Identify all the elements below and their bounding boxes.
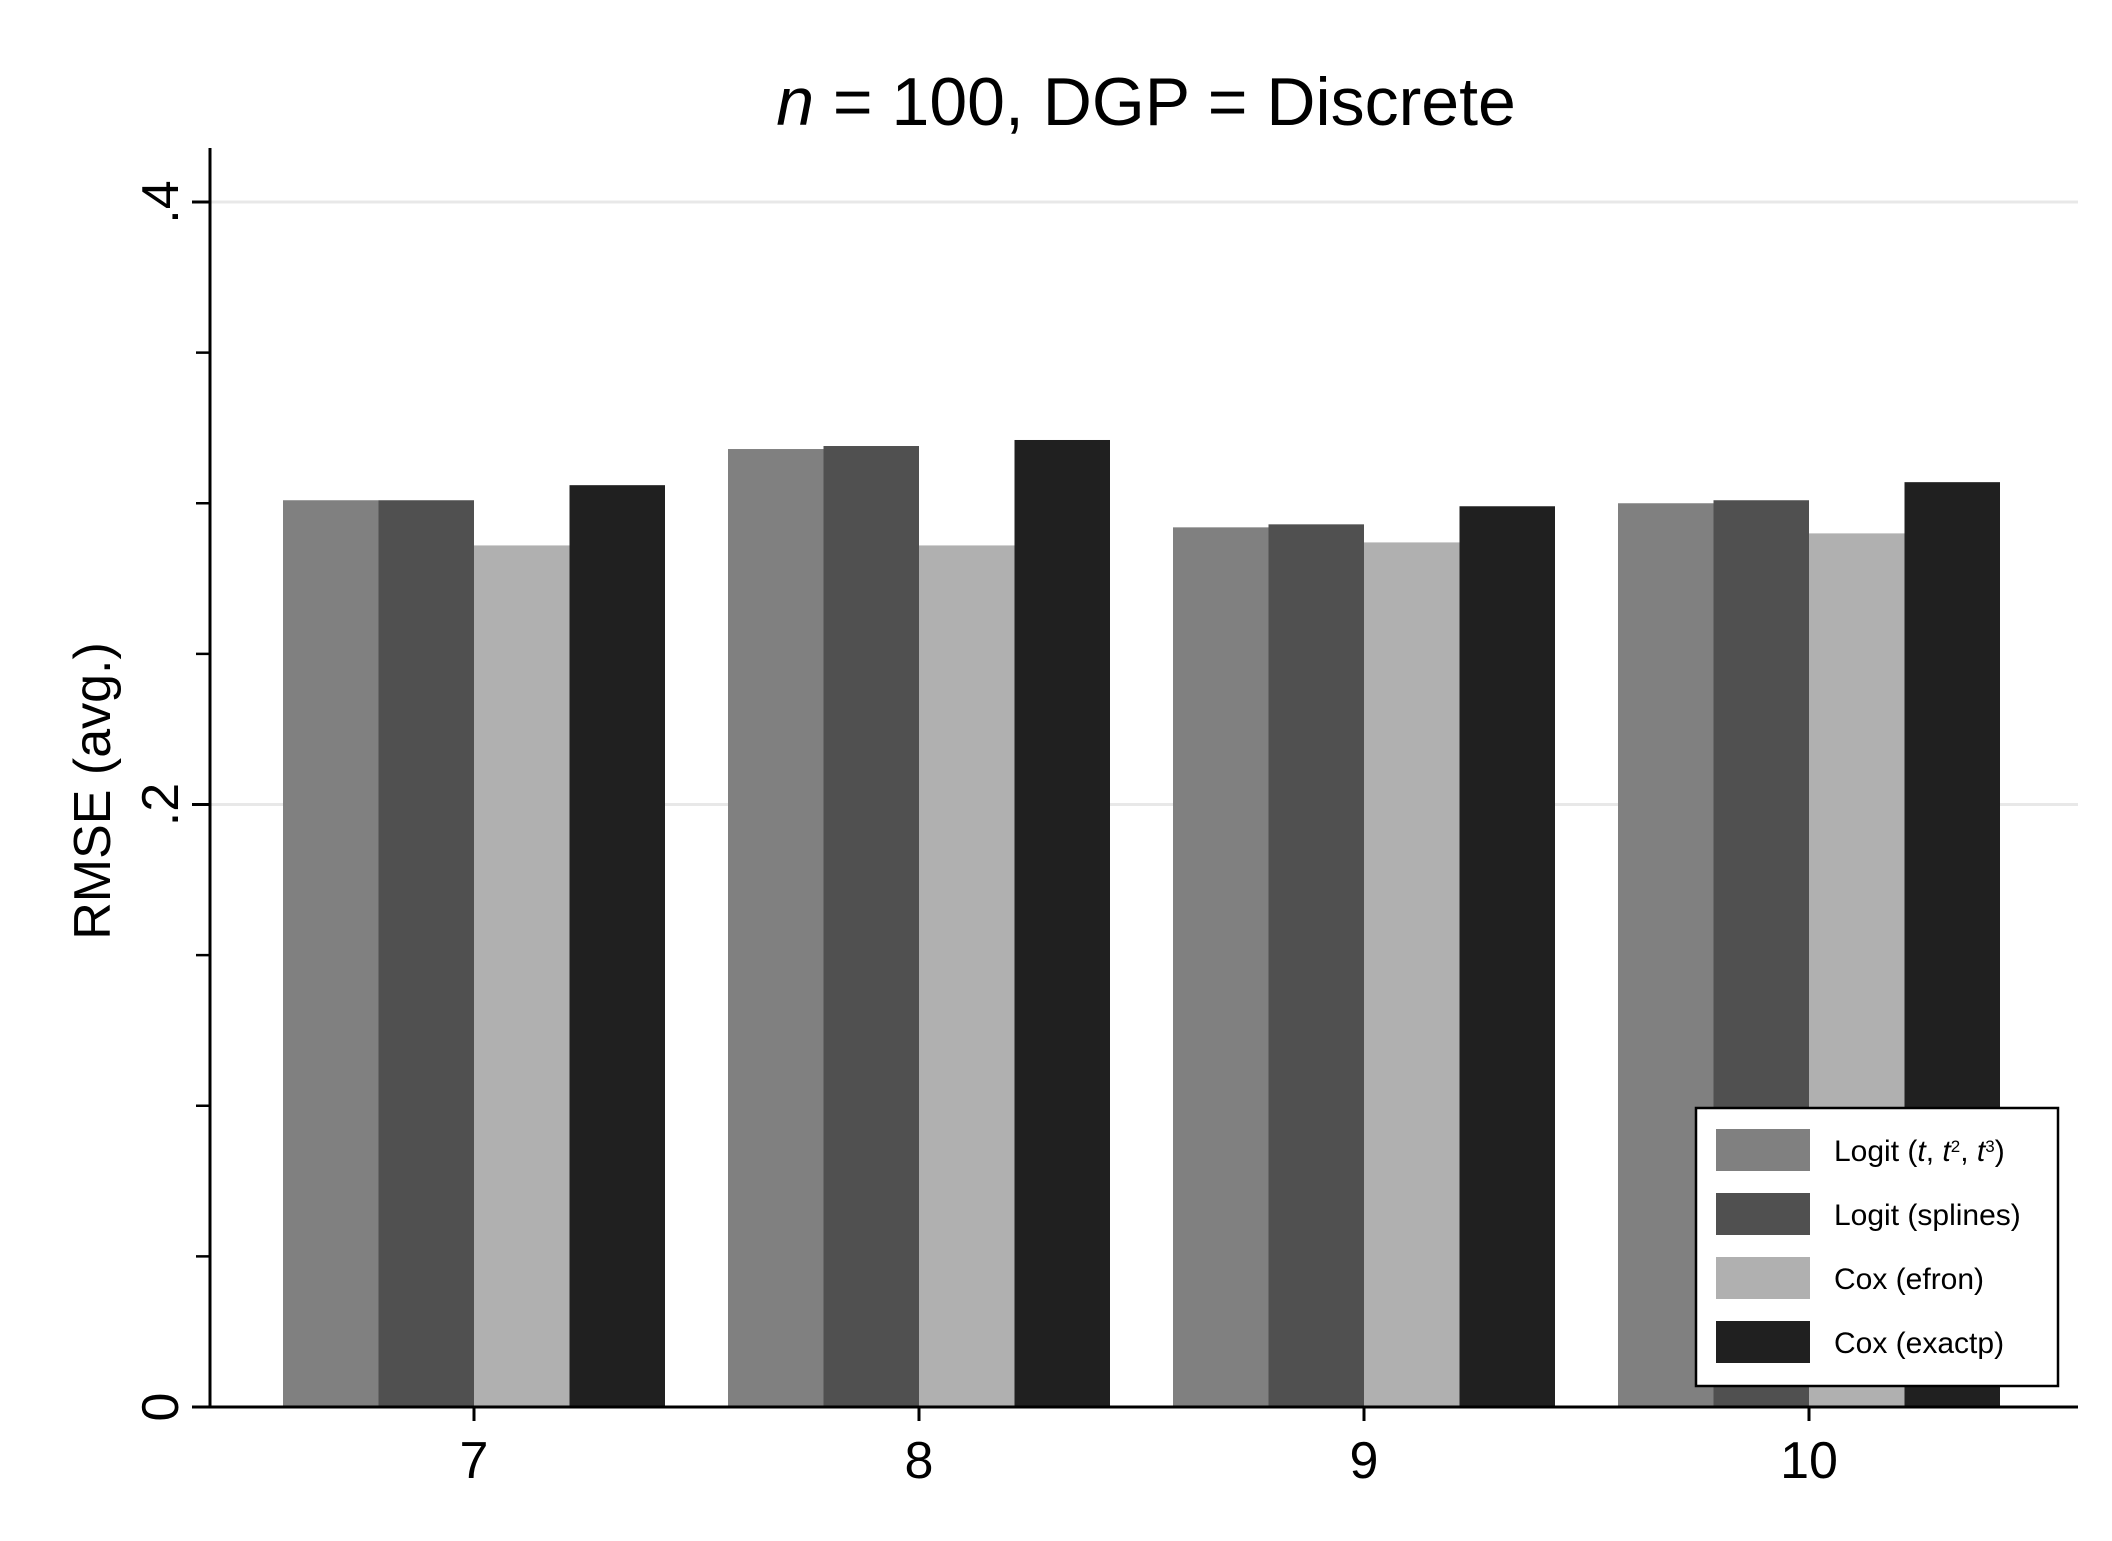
axes — [192, 148, 2078, 1421]
legend-label: Cox (efron) — [1834, 1263, 1984, 1296]
legend-label: Logit (t, t2, t3) — [1834, 1135, 2005, 1168]
x-tick-label: 9 — [1350, 1432, 1379, 1490]
bar — [823, 446, 919, 1407]
y-tick-label: .4 — [132, 180, 190, 223]
bar — [1173, 527, 1269, 1407]
bar — [1459, 506, 1555, 1407]
y-axis-label: RMSE (avg.) — [64, 642, 122, 940]
bar — [1014, 439, 1110, 1407]
tick-labels: 7 8 9 10 0 .2 .4 — [132, 180, 1838, 1490]
bar — [569, 485, 665, 1407]
bar — [1268, 524, 1364, 1407]
bar — [728, 449, 824, 1407]
chart-title: n = 100, DGP = Discrete — [776, 64, 1516, 140]
x-tick-label: 10 — [1780, 1432, 1838, 1490]
bar — [474, 545, 570, 1407]
legend: Logit (t, t2, t3) Logit (splines) Cox (efr… — [1694, 1106, 2060, 1388]
y-tick-label: .2 — [132, 783, 190, 826]
bar — [1364, 542, 1460, 1407]
legend-swatch — [1716, 1193, 1810, 1235]
legend-swatch — [1716, 1321, 1810, 1363]
legend-swatch — [1716, 1129, 1810, 1171]
x-tick-label: 7 — [460, 1432, 489, 1490]
legend-swatch — [1716, 1257, 1810, 1299]
bar — [919, 545, 1015, 1407]
x-tick-label: 8 — [905, 1432, 934, 1490]
legend-label: Logit (splines) — [1834, 1199, 2021, 1232]
legend-label: Cox (exactp) — [1834, 1327, 2004, 1360]
bar — [378, 500, 474, 1407]
bar — [283, 500, 379, 1407]
y-tick-label: 0 — [132, 1393, 190, 1422]
